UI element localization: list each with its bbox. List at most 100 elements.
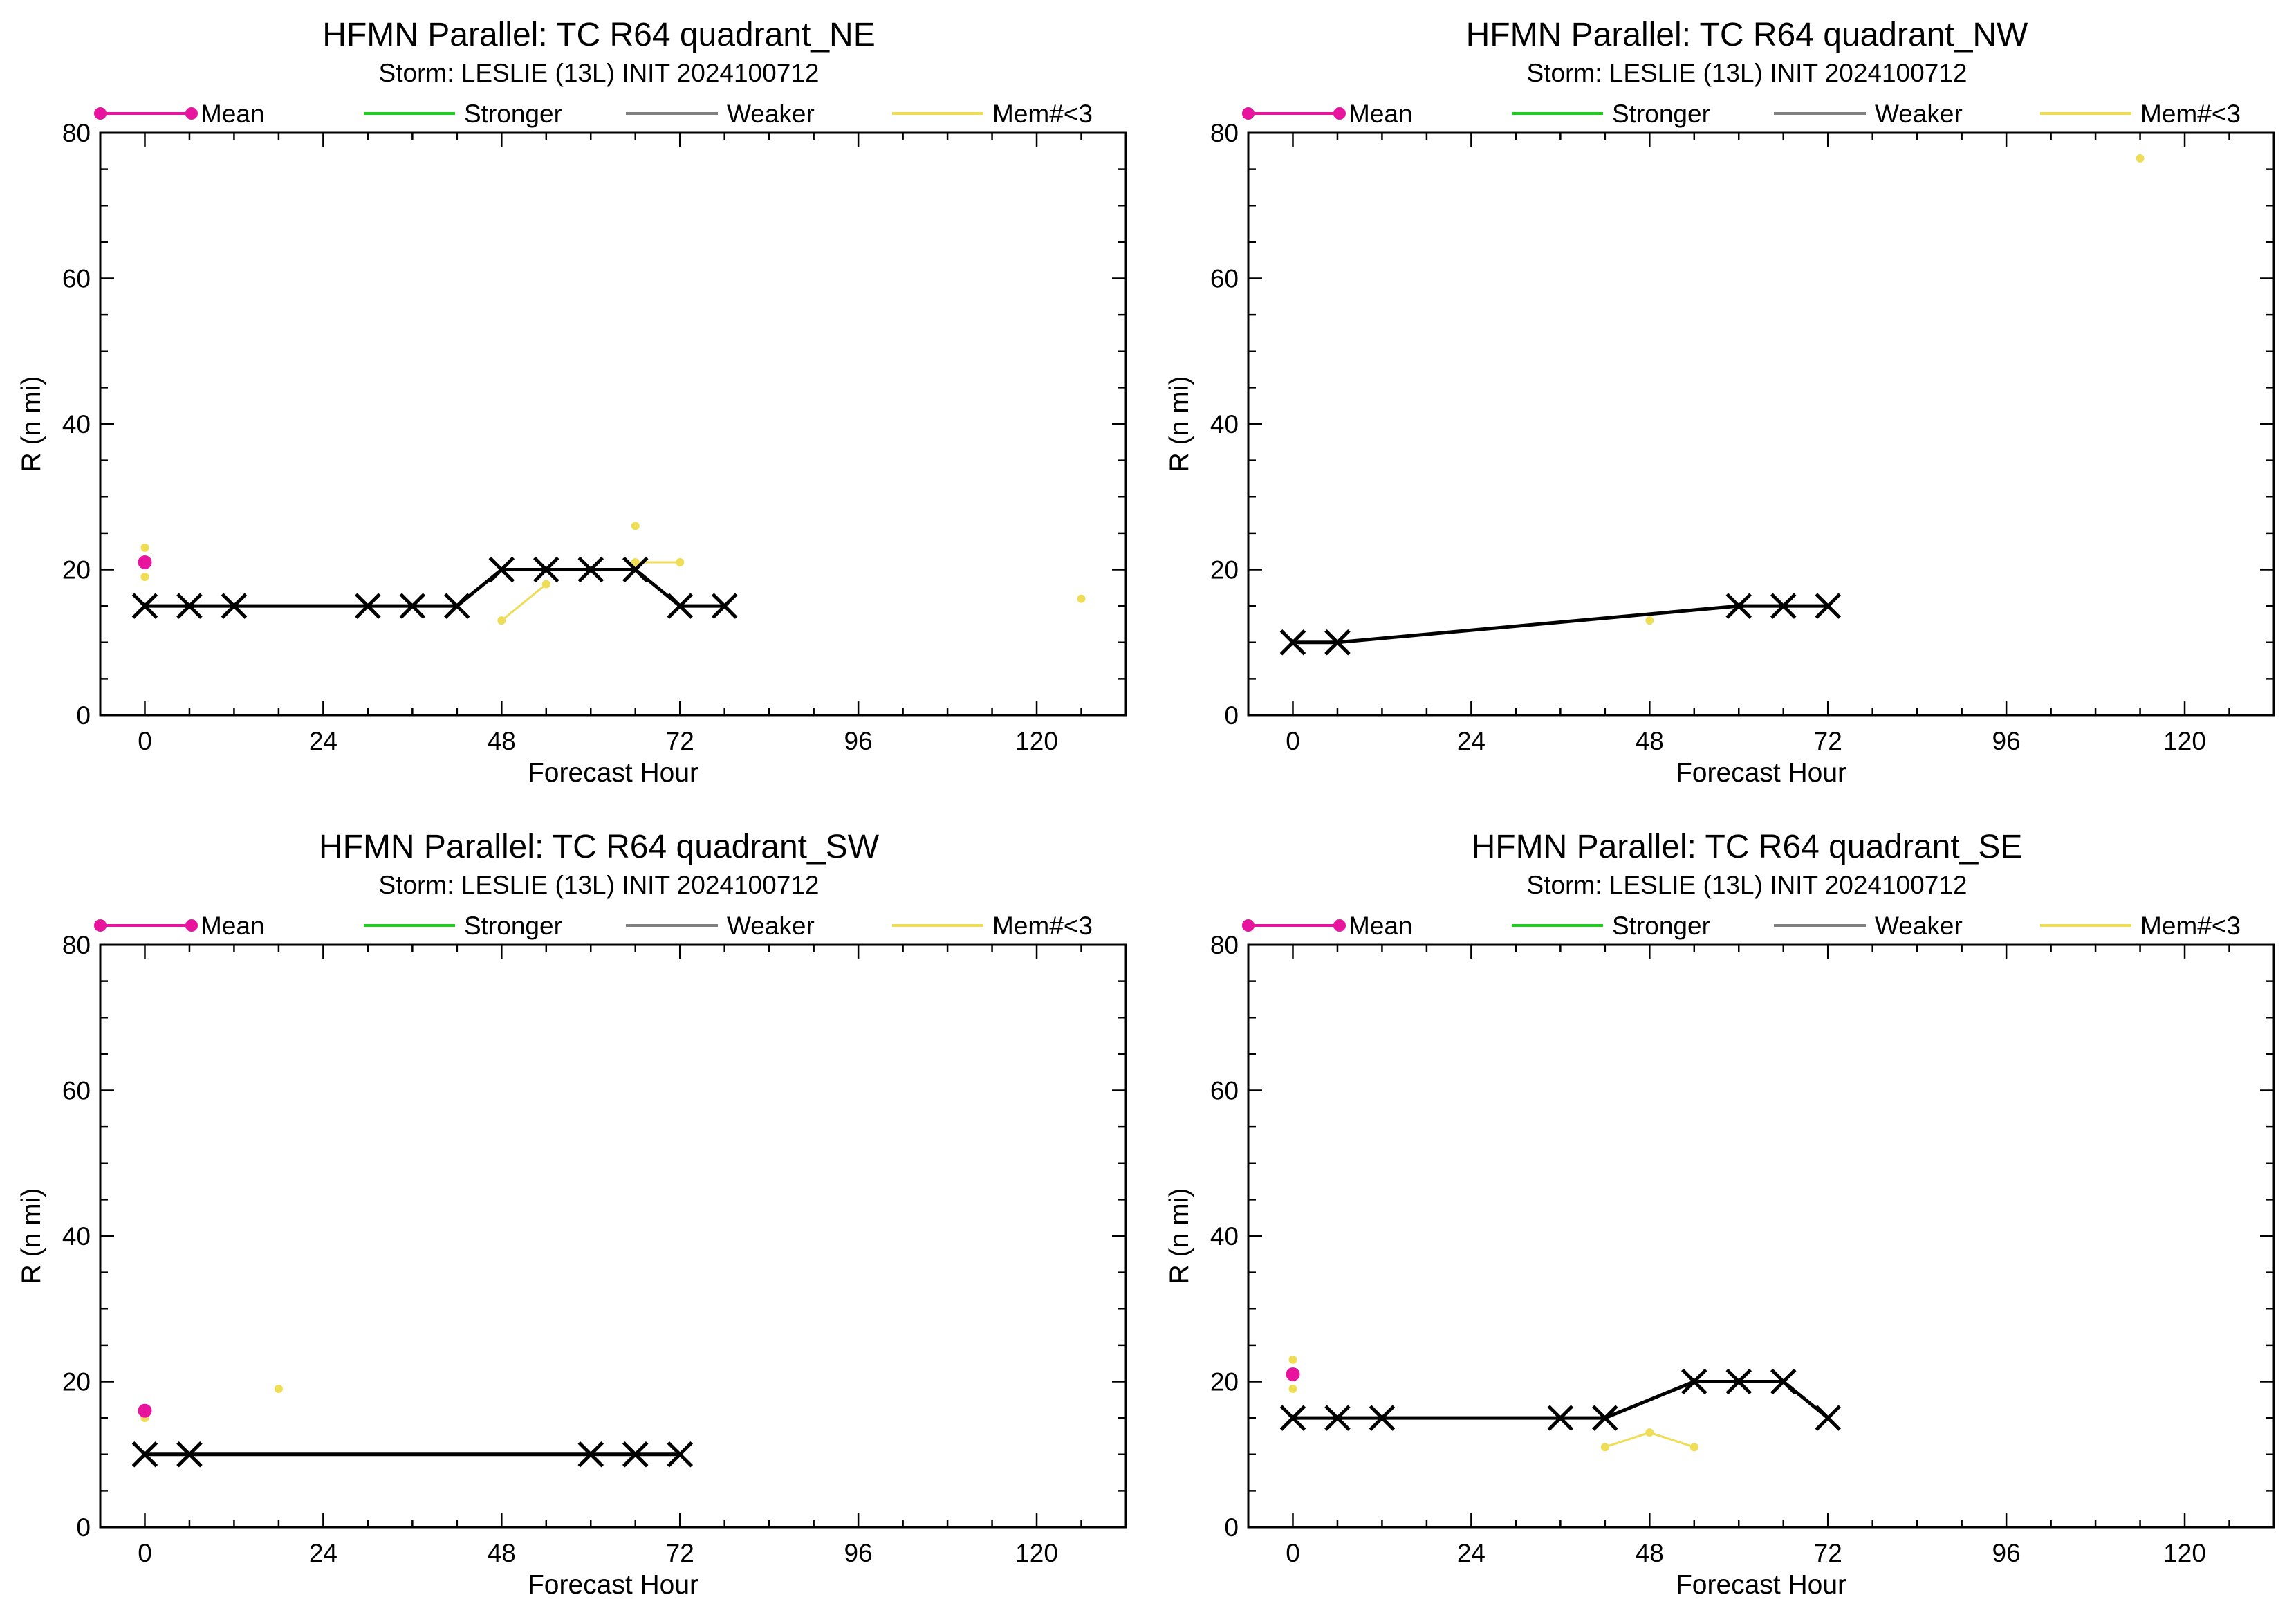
y-tick-label: 80 <box>1210 119 1239 147</box>
ensemble-x-marker <box>131 1441 158 1468</box>
x-tick-label: 0 <box>1286 1539 1300 1567</box>
ensemble-x-marker <box>1369 1405 1396 1431</box>
few_members-series-line <box>501 583 547 622</box>
few_members-point <box>1645 616 1654 625</box>
few_members-point <box>1077 594 1086 603</box>
chart-title: HFMN Parallel: TC R64 quadrant_NW <box>1466 17 2028 53</box>
mean-point <box>138 1403 152 1418</box>
ensemble-x-marker <box>1279 1405 1306 1431</box>
legend-label-few_members: Mem#<3 <box>2140 912 2241 940</box>
chart-svg: HFMN Parallel: TC R64 quadrant_NE Storm: … <box>17 17 1127 788</box>
x-tick-label: 120 <box>2163 727 2206 755</box>
y-tick-label: 20 <box>1210 1368 1239 1396</box>
x-tick-label: 24 <box>1457 1539 1485 1567</box>
legend-marker-start <box>94 107 107 120</box>
chart-svg: HFMN Parallel: TC R64 quadrant_NW Storm: … <box>1165 17 2275 788</box>
y-tick-label: 80 <box>1210 931 1239 959</box>
ensemble-x-marker <box>1324 1405 1351 1431</box>
legend-label-weaker: Weaker <box>727 912 815 940</box>
chart-svg: HFMN Parallel: TC R64 quadrant_SW Storm: … <box>17 829 1127 1600</box>
few_members-point <box>140 573 149 582</box>
chart-title: HFMN Parallel: TC R64 quadrant_SE <box>1472 829 2023 865</box>
x-tick-label: 96 <box>844 1539 873 1567</box>
legend-label-few_members: Mem#<3 <box>2140 100 2241 128</box>
y-tick-label: 20 <box>62 1368 91 1396</box>
x-tick-label: 48 <box>1636 727 1664 755</box>
x-tick-label: 0 <box>1286 727 1300 755</box>
x-tick-label: 120 <box>1015 727 1058 755</box>
legend-label-stronger: Stronger <box>464 912 562 940</box>
legend-marker-end <box>1333 107 1346 120</box>
ensemble-x-marker <box>1324 629 1351 656</box>
y-tick-label: 0 <box>76 1513 91 1542</box>
ensemble-x-marker <box>176 593 203 619</box>
y-axis-label: R (n mi) <box>1165 376 1194 472</box>
chart-subtitle: Storm: LESLIE (13L) INIT 2024100712 <box>379 59 820 87</box>
legend-label-stronger: Stronger <box>1612 100 1710 128</box>
y-tick-label: 40 <box>62 1222 91 1251</box>
y-axis-label: R (n mi) <box>17 1188 46 1284</box>
few_members-point <box>631 557 640 566</box>
few_members-point <box>274 1385 283 1394</box>
legend-marker-start <box>94 919 107 932</box>
plot-frame <box>1247 943 2275 1529</box>
chart-panel-sw: HFMN Parallel: TC R64 quadrant_SW Storm: … <box>0 812 1148 1624</box>
y-tick-label: 20 <box>1210 556 1239 584</box>
ensemble-x-marker <box>1547 1405 1574 1431</box>
y-tick-label: 40 <box>62 410 91 439</box>
x-axis-label: Forecast Hour <box>528 758 698 788</box>
legend-label-few_members: Mem#<3 <box>992 912 1093 940</box>
x-tick-label: 72 <box>666 727 694 755</box>
ensemble-x-marker <box>488 556 515 583</box>
legend-marker-end <box>185 107 198 120</box>
y-tick-label: 0 <box>1224 1513 1239 1542</box>
y-tick-label: 80 <box>62 119 91 147</box>
x-tick-label: 24 <box>309 1539 337 1567</box>
plot-frame <box>99 943 1127 1529</box>
legend-marker-start <box>1242 919 1255 932</box>
ensemble-x-marker <box>1815 1405 1841 1431</box>
x-tick-label: 120 <box>1015 1539 1058 1567</box>
legend-label-weaker: Weaker <box>1875 100 1963 128</box>
x-tick-label: 0 <box>138 727 152 755</box>
ensemble-x-marker <box>176 1441 203 1468</box>
x-tick-label: 96 <box>1992 1539 2021 1567</box>
few_members-point <box>541 580 550 589</box>
x-tick-label: 48 <box>488 1539 516 1567</box>
ensemble-x-marker <box>131 593 158 619</box>
ensemble-x-marker <box>399 593 426 619</box>
chart-subtitle: Storm: LESLIE (13L) INIT 2024100712 <box>1527 59 1968 87</box>
ensemble-x-marker <box>1770 1368 1797 1395</box>
x-tick-label: 72 <box>666 1539 694 1567</box>
chart-title: HFMN Parallel: TC R64 quadrant_SW <box>319 829 880 865</box>
few_members-point <box>1288 1385 1297 1394</box>
ensemble-x-marker <box>622 556 649 583</box>
x-tick-label: 24 <box>309 727 337 755</box>
chart-subtitle: Storm: LESLIE (13L) INIT 2024100712 <box>1527 871 1968 899</box>
legend-label-weaker: Weaker <box>1875 912 1963 940</box>
y-axis-label: R (n mi) <box>17 376 46 472</box>
x-tick-label: 0 <box>138 1539 152 1567</box>
legend-marker-end <box>185 919 198 932</box>
few_members-point <box>631 522 640 530</box>
y-tick-label: 0 <box>76 701 91 730</box>
y-tick-label: 60 <box>1210 1077 1239 1105</box>
y-tick-label: 20 <box>62 556 91 584</box>
y-tick-label: 40 <box>1210 410 1239 439</box>
x-axis-label: Forecast Hour <box>1676 1570 1846 1600</box>
legend-marker-end <box>1333 919 1346 932</box>
few_members-point <box>1600 1443 1609 1452</box>
x-tick-label: 48 <box>488 727 516 755</box>
legend-label-mean: Mean <box>201 912 265 940</box>
mean-point <box>1286 1367 1300 1381</box>
legend-label-weaker: Weaker <box>727 100 815 128</box>
mean-point <box>138 555 152 569</box>
chart-panel-ne: HFMN Parallel: TC R64 quadrant_NE Storm: … <box>0 0 1148 812</box>
y-tick-label: 40 <box>1210 1222 1239 1251</box>
ensemble-series-line <box>1293 604 1829 645</box>
x-tick-label: 96 <box>844 727 873 755</box>
ensemble-series-line <box>1293 1380 1829 1420</box>
chart-subtitle: Storm: LESLIE (13L) INIT 2024100712 <box>379 871 820 899</box>
legend-label-mean: Mean <box>1349 912 1413 940</box>
ensemble-x-marker <box>221 593 248 619</box>
